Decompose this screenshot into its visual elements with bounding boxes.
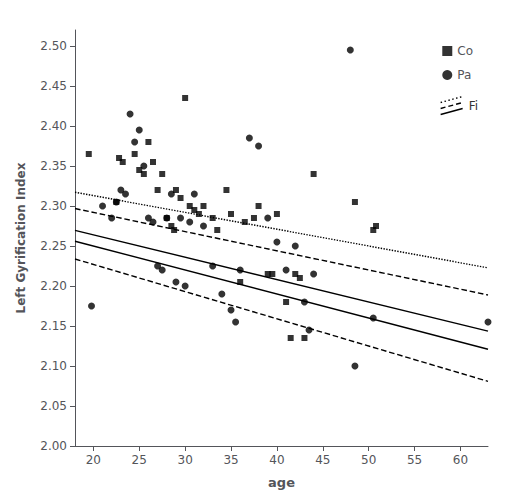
svg-text:2.20: 2.20 xyxy=(40,279,67,293)
svg-text:45: 45 xyxy=(315,453,330,467)
svg-text:55: 55 xyxy=(407,453,422,467)
svg-text:50: 50 xyxy=(361,453,376,467)
svg-text:2.10: 2.10 xyxy=(40,359,67,373)
svg-text:30: 30 xyxy=(177,453,192,467)
svg-text:2.45: 2.45 xyxy=(40,79,67,93)
svg-text:40: 40 xyxy=(269,453,284,467)
svg-text:Co: Co xyxy=(457,44,473,58)
svg-text:2.25: 2.25 xyxy=(40,239,67,253)
svg-text:2.50: 2.50 xyxy=(40,39,67,53)
svg-text:Fi: Fi xyxy=(469,99,478,113)
svg-text:Left Gyrification Index: Left Gyrification Index xyxy=(14,162,28,313)
svg-text:60: 60 xyxy=(453,453,468,467)
svg-text:Pa: Pa xyxy=(457,68,471,82)
svg-text:25: 25 xyxy=(132,453,147,467)
svg-text:2.15: 2.15 xyxy=(40,319,67,333)
svg-text:2.40: 2.40 xyxy=(40,119,67,133)
svg-text:20: 20 xyxy=(86,453,101,467)
svg-text:2.05: 2.05 xyxy=(40,399,67,413)
svg-text:2.30: 2.30 xyxy=(40,199,67,213)
svg-text:2.35: 2.35 xyxy=(40,159,67,173)
svg-text:age: age xyxy=(268,475,295,490)
svg-text:2.00: 2.00 xyxy=(40,439,67,453)
svg-text:35: 35 xyxy=(223,453,238,467)
